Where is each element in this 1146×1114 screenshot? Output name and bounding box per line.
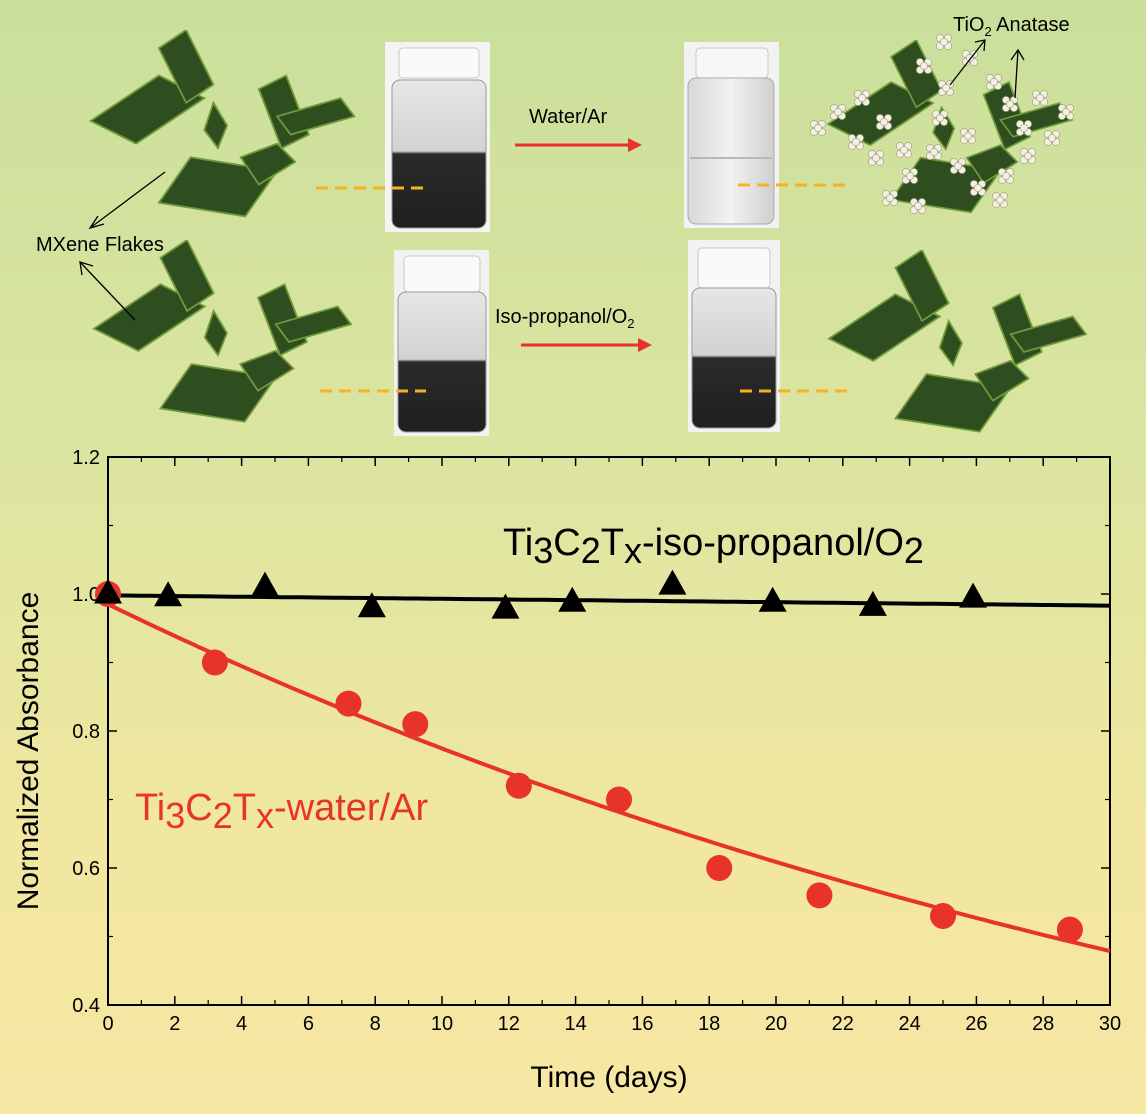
x-tick-label: 14 <box>564 1013 586 1035</box>
data-point-isopropanol <box>154 581 183 607</box>
y-axis-label: Normalized Absorbance <box>12 592 45 911</box>
arrow-label-water-ar: Water/Ar <box>529 106 607 128</box>
tio2-particle <box>950 158 966 174</box>
data-point-isopropanol <box>250 571 279 597</box>
tio2-particle <box>1044 130 1060 146</box>
tio2-particle <box>1020 148 1036 164</box>
fit-line-triangle <box>107 593 1110 608</box>
tio2-particle <box>1016 120 1032 136</box>
data-points <box>94 569 1083 943</box>
tio2-decorated-flakes <box>810 34 1074 214</box>
tio2-particle <box>970 180 986 196</box>
tio2-particle <box>848 134 864 150</box>
data-point-isopropanol <box>94 578 122 604</box>
tio2-particle <box>902 168 918 184</box>
x-tick-label: 8 <box>370 1013 381 1035</box>
y-axis: 0.4 0.6 0.8 1.0 1.2 <box>72 447 1110 1017</box>
data-point-water <box>706 855 733 881</box>
tio2-particle <box>882 190 898 206</box>
data-point-water <box>806 882 833 909</box>
data-point-isopropanol <box>858 590 887 616</box>
tio2-particle <box>932 110 948 126</box>
y-tick-label: 0.4 <box>72 995 100 1017</box>
fit-line-circle <box>107 602 1111 954</box>
tio2-particle <box>868 150 884 166</box>
arrow-label-isopropanol-o2: Iso-propanol/O2 <box>495 306 635 331</box>
tio2-particle <box>1032 90 1048 106</box>
series-label-water: Ti3C2Tx-water/Ar <box>135 787 428 836</box>
x-tick-label: 24 <box>898 1013 920 1035</box>
tio2-particle <box>896 142 912 158</box>
tio2-anatase-label: TiO2 Anatase <box>953 14 1070 39</box>
mxene-flakes-bottom-right <box>828 250 1087 433</box>
y-tick-label: 1.2 <box>72 447 100 469</box>
x-tick-label: 22 <box>832 1013 854 1035</box>
y-tick-label: 0.6 <box>72 858 100 880</box>
vial-top-before <box>385 42 490 232</box>
mxene-flakes-top-left <box>89 30 356 218</box>
tio2-particle <box>830 104 846 120</box>
data-point-water <box>505 772 532 799</box>
process-arrow-bottom <box>521 338 652 352</box>
absorbance-chart: 0 2 4 6 8 10 12 14 16 18 20 22 24 26 28 30 0.40.60.81.0… <box>12 447 1121 1094</box>
series-label-isopropanol: Ti3C2Tx-iso-propanol/O2 <box>503 522 924 571</box>
data-point-water <box>335 690 362 717</box>
tio2-pointer-arrows <box>949 39 1025 99</box>
data-point-isopropanol <box>491 593 520 619</box>
x-tick-label: 4 <box>236 1013 247 1035</box>
y-tick-label: 0.8 <box>72 721 100 743</box>
mxene-flakes-label: MXene Flakes <box>36 234 164 256</box>
tio2-particle <box>916 58 932 74</box>
vial-bottom-after <box>688 240 780 432</box>
x-tick-label: 28 <box>1032 1013 1054 1035</box>
data-point-isopropanol <box>758 586 787 612</box>
tio2-particle <box>992 192 1008 208</box>
x-tick-label: 6 <box>303 1013 314 1035</box>
data-point-water <box>201 649 228 676</box>
x-tick-label: 2 <box>169 1013 180 1035</box>
tio2-particle <box>1002 96 1018 112</box>
data-point-water <box>606 786 633 813</box>
data-point-water <box>1056 916 1083 943</box>
mxene-pointer-arrows <box>79 171 166 321</box>
mxene-flakes-bottom-left <box>93 240 352 423</box>
data-point-water <box>930 902 956 929</box>
tio2-particle <box>960 128 976 144</box>
data-point-water <box>402 711 429 738</box>
fit-lines <box>107 593 1111 954</box>
process-arrow-top <box>515 138 642 152</box>
tio2-particle <box>854 90 870 106</box>
tio2-particle <box>926 144 942 160</box>
data-point-isopropanol <box>558 586 587 612</box>
tio2-particle <box>938 80 954 96</box>
x-axis: 0 2 4 6 8 10 12 14 16 18 20 22 24 26 28 30 <box>102 457 1121 1035</box>
tio2-particle <box>986 74 1002 90</box>
x-tick-label: 30 <box>1099 1013 1121 1035</box>
x-tick-label: 18 <box>698 1013 720 1035</box>
tio2-particle <box>810 120 826 136</box>
tio2-particle <box>998 168 1014 184</box>
vial-top-after <box>684 42 779 228</box>
data-point-isopropanol <box>658 569 687 595</box>
x-tick-label: 10 <box>431 1013 453 1035</box>
x-tick-label: 0 <box>102 1013 113 1035</box>
data-point-isopropanol <box>357 592 386 618</box>
tio2-particle <box>876 114 892 130</box>
x-tick-label: 16 <box>631 1013 653 1035</box>
x-tick-label: 26 <box>965 1013 987 1035</box>
tio2-particle <box>910 198 926 214</box>
x-tick-label: 20 <box>765 1013 787 1035</box>
tio2-particle <box>936 34 952 50</box>
vial-bottom-before <box>394 250 489 436</box>
data-point-isopropanol <box>959 582 988 608</box>
tio2-particle <box>1058 104 1074 120</box>
x-axis-label: Time (days) <box>530 1061 687 1094</box>
x-tick-label: 12 <box>498 1013 520 1035</box>
y-tick-label: 1.0 <box>72 584 100 606</box>
